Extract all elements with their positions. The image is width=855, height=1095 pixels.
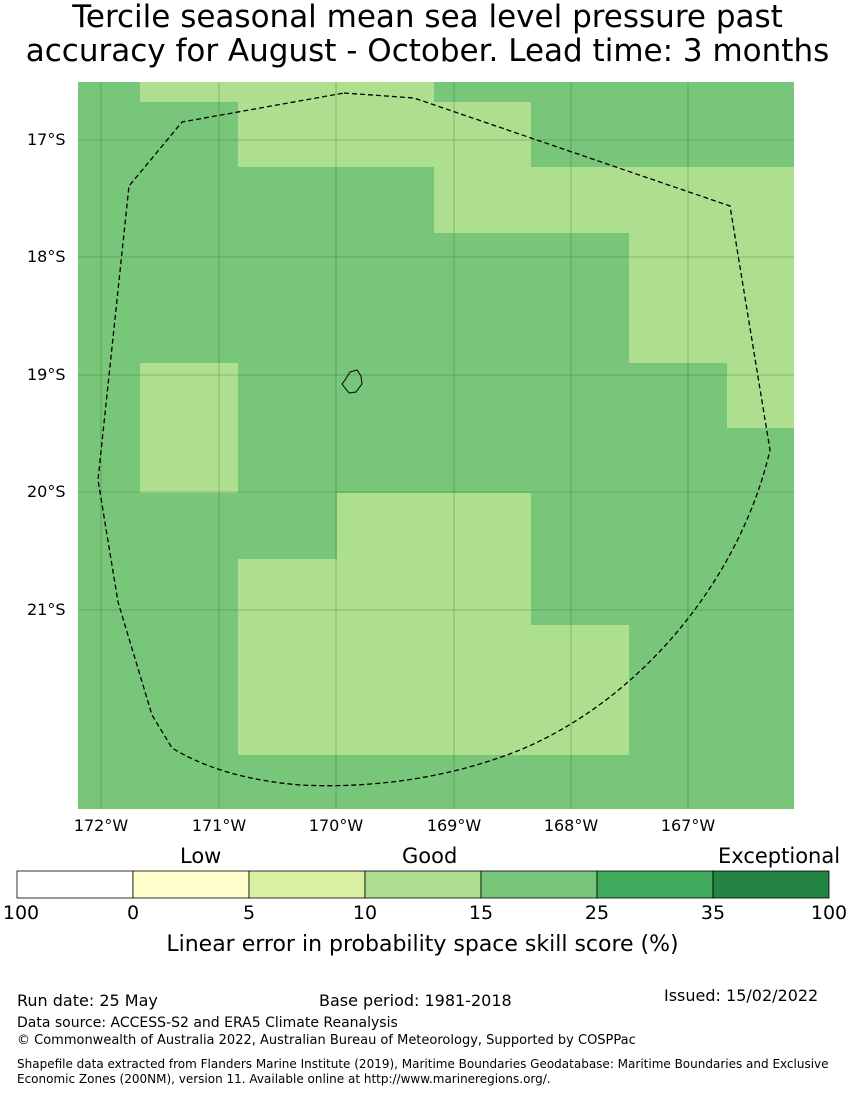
skill-cell [434, 102, 531, 167]
colorbar-swatch [712, 870, 830, 899]
colorbar-tick-label: 5 [242, 902, 256, 924]
skill-cell [337, 493, 531, 559]
skill-cell [434, 167, 794, 233]
colorbar-swatch [364, 870, 482, 899]
colorbar-tick-label: 10 [352, 902, 378, 924]
colorbar-category-label: Exceptional [718, 844, 841, 868]
skill-cell [140, 363, 238, 493]
colorbar-title: Linear error in probability space skill … [166, 932, 679, 957]
colorbar-tick-label: 35 [700, 902, 726, 924]
issued-date: Issued: 15/02/2022 [664, 986, 819, 1005]
colorbar-category-label: Good [402, 844, 458, 868]
longitude-label: 170°W [308, 816, 364, 835]
colorbar-tick-label: 15 [468, 902, 494, 924]
colorbar-tick-label: 100 [2, 902, 40, 924]
colorbar-tick-label: 0 [126, 902, 140, 924]
latitude-label: 19°S [27, 365, 66, 384]
skill-cell [238, 559, 531, 625]
latitude-label: 21°S [27, 600, 66, 619]
graticule [78, 82, 794, 809]
colorbar-swatch [16, 870, 134, 899]
map-title-line-1: Tercile seasonal mean sea level pressure… [72, 0, 783, 35]
eez-boundary [97, 92, 771, 787]
longitude-label: 169°W [426, 816, 482, 835]
colorbar-swatch [480, 870, 598, 899]
skill-cell [238, 102, 434, 167]
colorbar-category-label: Low [180, 844, 222, 868]
colorbar-swatch [596, 870, 714, 899]
map-title-line-2: accuracy for August - October. Lead time… [25, 33, 830, 69]
colorbar [16, 870, 830, 899]
base-period: Base period: 1981-2018 [319, 991, 512, 1010]
data-source: Data source: ACCESS-S2 and ERA5 Climate … [17, 1015, 398, 1031]
latitude-label: 17°S [27, 130, 66, 149]
copyright: © Commonwealth of Australia 2022, Austra… [17, 1033, 636, 1048]
skill-cell [629, 233, 794, 363]
skill-cells-light [140, 82, 794, 755]
longitude-label: 168°W [543, 816, 599, 835]
shapefile-credit-line-2: Economic Zones (200NM), version 11. Avai… [17, 1072, 551, 1086]
longitude-label: 171°W [191, 816, 247, 835]
colorbar-swatch [248, 870, 366, 899]
latitude-label: 20°S [27, 482, 66, 501]
colorbar-tick-label: 100 [810, 902, 848, 924]
skill-cell [238, 625, 629, 755]
longitude-label: 167°W [660, 816, 716, 835]
colorbar-swatch [132, 870, 250, 899]
skill-cell [140, 82, 434, 102]
latitude-label: 18°S [27, 247, 66, 266]
colorbar-tick-label: 25 [584, 902, 610, 924]
shapefile-credit-line-1: Shapefile data extracted from Flanders M… [17, 1057, 829, 1071]
island-outline [341, 369, 363, 394]
longitude-label: 172°W [73, 816, 129, 835]
run-date: Run date: 25 May [17, 991, 158, 1010]
